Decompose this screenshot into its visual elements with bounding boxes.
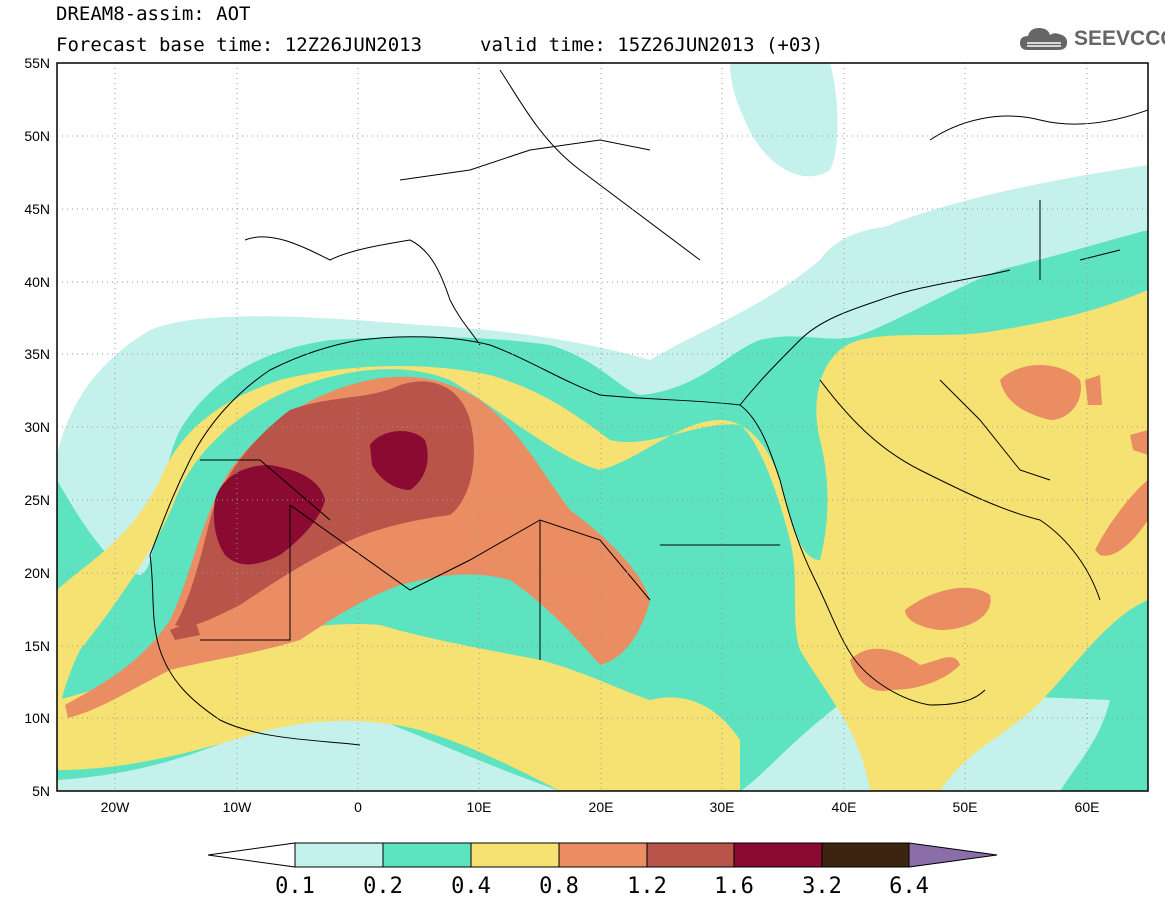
colorbar-label: 0.1 bbox=[275, 874, 315, 899]
aot-field bbox=[57, 63, 1148, 791]
lat-tick: 30N bbox=[24, 419, 50, 435]
lat-tick: 35N bbox=[24, 346, 50, 362]
lon-tick: 10W bbox=[223, 799, 253, 815]
colorbar-bin bbox=[470, 842, 560, 868]
lon-axis: 20W 10W 0 10E 20E 30E 40E 50E 60E bbox=[101, 799, 1100, 815]
lat-tick: 45N bbox=[24, 201, 50, 217]
lon-tick: 20E bbox=[589, 799, 614, 815]
colorbar-high-arrow bbox=[908, 842, 998, 868]
lat-tick: 55N bbox=[24, 55, 50, 71]
forecast-times: Forecast base time: 12Z26JUN2013 valid ti… bbox=[56, 34, 823, 56]
map-frame bbox=[56, 62, 1149, 792]
lon-tick: 40E bbox=[832, 799, 857, 815]
coastlines-borders bbox=[149, 69, 1148, 746]
colorbar-label: 1.2 bbox=[627, 874, 667, 899]
lon-tick: 20W bbox=[101, 799, 131, 815]
colorbar-label: 0.8 bbox=[539, 874, 579, 899]
colorbar-low-arrow bbox=[207, 842, 296, 868]
seevccc-logo: SEEVCCC bbox=[1018, 24, 1165, 54]
aot-contour-0.8 bbox=[65, 376, 650, 718]
grid bbox=[57, 63, 1148, 791]
base-time: Forecast base time: 12Z26JUN2013 bbox=[56, 34, 423, 56]
colorbar-label: 0.4 bbox=[451, 874, 491, 899]
cloud-icon bbox=[1020, 28, 1068, 50]
colorbar-bin bbox=[646, 842, 735, 868]
lat-tick: 50N bbox=[24, 128, 50, 144]
colorbar-bin bbox=[558, 842, 648, 868]
lon-tick: 10E bbox=[467, 799, 492, 815]
lat-tick: 10N bbox=[24, 710, 50, 726]
colorbar-label: 3.2 bbox=[802, 874, 842, 899]
lon-tick: 30E bbox=[710, 799, 735, 815]
lat-tick: 40N bbox=[24, 274, 50, 290]
lon-tick: 50E bbox=[953, 799, 978, 815]
lon-tick: 0 bbox=[354, 799, 362, 815]
lat-tick: 5N bbox=[32, 783, 50, 799]
lat-tick: 20N bbox=[24, 565, 50, 581]
colorbar bbox=[207, 842, 998, 868]
colorbar-label: 6.4 bbox=[889, 874, 929, 899]
aot-contour-1.6 bbox=[213, 465, 325, 565]
lon-tick: 60E bbox=[1075, 799, 1100, 815]
lat-tick: 25N bbox=[24, 492, 50, 508]
valid-time: valid time: 15Z26JUN2013 (+03) bbox=[480, 34, 824, 56]
colorbar-bin bbox=[821, 842, 910, 868]
logo-text: SEEVCCC bbox=[1074, 27, 1165, 50]
colorbar-labels: 0.1 0.2 0.4 0.8 1.2 1.6 3.2 6.4 bbox=[275, 874, 929, 899]
lat-tick: 15N bbox=[24, 638, 50, 654]
colorbar-bin bbox=[382, 842, 472, 868]
colorbar-label: 1.6 bbox=[714, 874, 754, 899]
lat-axis: 55N 50N 45N 40N 35N 30N 25N 20N 15N 10N … bbox=[24, 55, 50, 799]
colorbar-bin bbox=[294, 842, 384, 868]
map-title: DREAM8-assim: AOT bbox=[56, 3, 251, 25]
colorbar-label: 0.2 bbox=[363, 874, 403, 899]
colorbar-bin bbox=[733, 842, 823, 868]
